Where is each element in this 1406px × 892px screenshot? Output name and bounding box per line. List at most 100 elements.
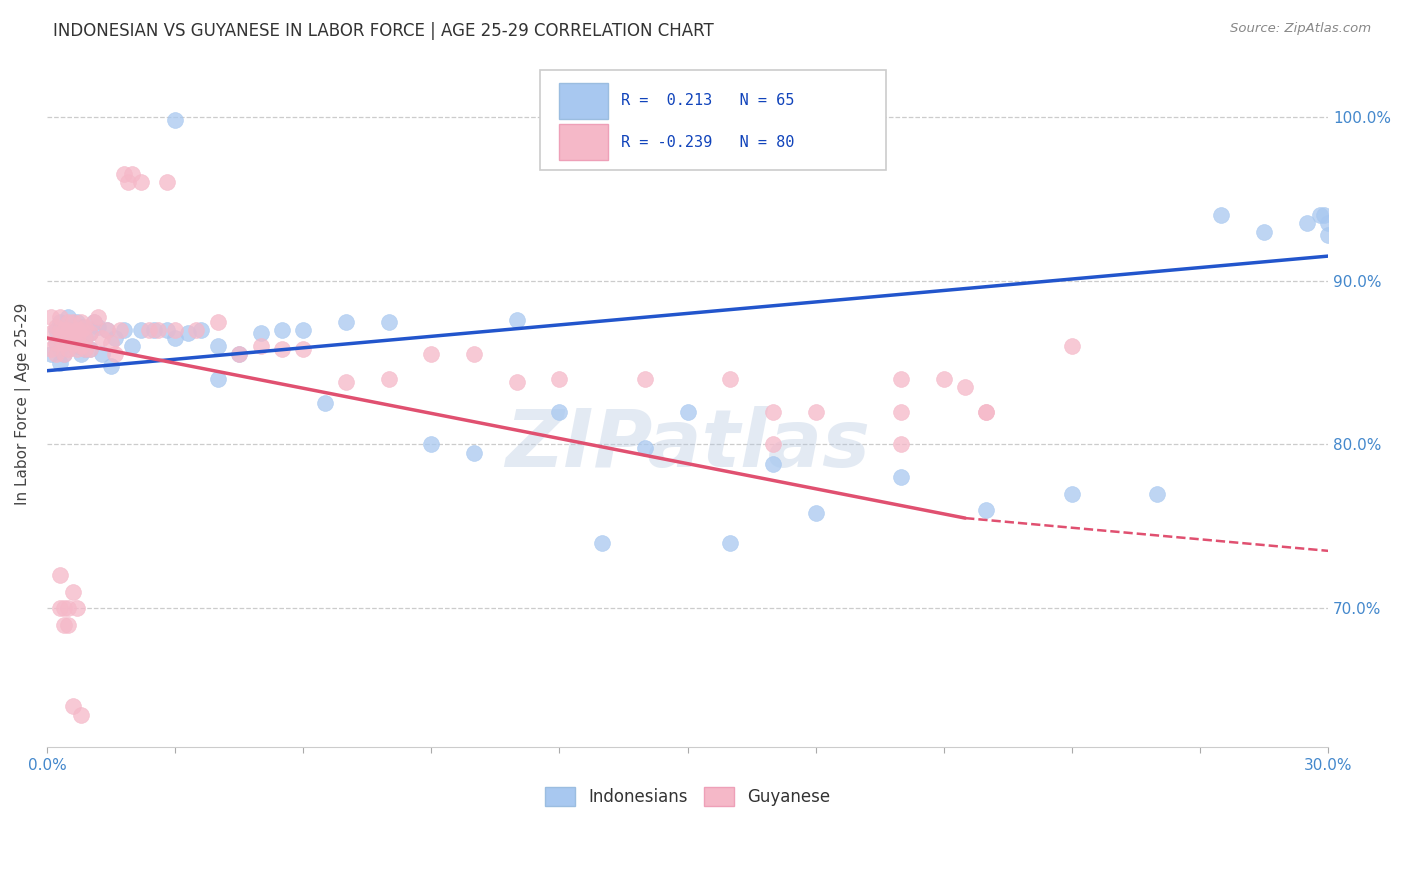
Point: [335, 375, 357, 389]
Point: [62, 315, 84, 329]
Point: [548, 404, 571, 418]
Point: [591, 535, 613, 549]
Point: [53, 335, 76, 350]
Point: [83, 315, 105, 329]
Point: [49, 343, 72, 357]
Point: [62, 326, 84, 340]
Point: [463, 347, 485, 361]
Point: [96, 323, 118, 337]
Point: [1060, 486, 1083, 500]
Point: [49, 310, 72, 324]
Point: [39, 326, 62, 340]
Point: [155, 175, 177, 189]
Point: [207, 372, 229, 386]
Point: [66, 323, 89, 337]
Point: [39, 310, 62, 324]
Point: [39, 343, 62, 357]
Point: [190, 323, 212, 337]
Point: [377, 315, 399, 329]
Point: [953, 380, 976, 394]
Point: [1313, 208, 1336, 222]
Point: [62, 335, 84, 350]
Point: [58, 331, 80, 345]
Point: [420, 347, 443, 361]
Point: [66, 315, 89, 329]
Point: [1295, 216, 1317, 230]
Point: [66, 601, 89, 615]
Point: [129, 323, 152, 337]
Point: [79, 326, 101, 340]
Point: [49, 323, 72, 337]
Point: [44, 319, 66, 334]
Point: [75, 319, 97, 334]
Point: [58, 315, 80, 329]
Point: [155, 323, 177, 337]
Text: INDONESIAN VS GUYANESE IN LABOR FORCE | AGE 25-29 CORRELATION CHART: INDONESIAN VS GUYANESE IN LABOR FORCE | …: [53, 22, 714, 40]
Point: [58, 323, 80, 337]
Point: [890, 372, 912, 386]
Point: [1309, 208, 1331, 222]
Point: [1317, 216, 1340, 230]
Point: [53, 617, 76, 632]
Point: [228, 347, 250, 361]
Point: [1317, 227, 1340, 242]
Point: [228, 347, 250, 361]
Point: [117, 175, 139, 189]
Point: [165, 323, 187, 337]
FancyBboxPatch shape: [540, 70, 886, 169]
Point: [112, 167, 135, 181]
Point: [1060, 339, 1083, 353]
Point: [506, 375, 529, 389]
Point: [58, 617, 80, 632]
Point: [186, 323, 208, 337]
Point: [91, 347, 114, 361]
Point: [104, 331, 127, 345]
Point: [207, 339, 229, 353]
Point: [292, 323, 315, 337]
Point: [53, 323, 76, 337]
Point: [976, 503, 998, 517]
Point: [53, 326, 76, 340]
Point: [634, 441, 657, 455]
Point: [142, 323, 165, 337]
Point: [100, 335, 122, 350]
Point: [292, 343, 315, 357]
Point: [548, 372, 571, 386]
Point: [66, 339, 89, 353]
Point: [79, 326, 101, 340]
Point: [270, 323, 292, 337]
Point: [270, 343, 292, 357]
Point: [890, 437, 912, 451]
Point: [44, 335, 66, 350]
Point: [79, 343, 101, 357]
Text: ZIPatlas: ZIPatlas: [505, 406, 870, 483]
Point: [121, 339, 143, 353]
Text: Source: ZipAtlas.com: Source: ZipAtlas.com: [1230, 22, 1371, 36]
Point: [70, 347, 93, 361]
Point: [70, 323, 93, 337]
Point: [506, 313, 529, 327]
Point: [165, 113, 187, 128]
Point: [207, 315, 229, 329]
Point: [249, 339, 271, 353]
Point: [49, 601, 72, 615]
Point: [100, 359, 122, 373]
Point: [890, 470, 912, 484]
Point: [39, 347, 62, 361]
Point: [62, 335, 84, 350]
Point: [1211, 208, 1233, 222]
Point: [420, 437, 443, 451]
Point: [66, 343, 89, 357]
Point: [104, 347, 127, 361]
Y-axis label: In Labor Force | Age 25-29: In Labor Force | Age 25-29: [15, 302, 31, 505]
Point: [49, 315, 72, 329]
Point: [108, 323, 131, 337]
Point: [62, 323, 84, 337]
Point: [335, 315, 357, 329]
Point: [96, 323, 118, 337]
Point: [138, 323, 160, 337]
Point: [49, 568, 72, 582]
Point: [804, 404, 827, 418]
Point: [762, 404, 785, 418]
Point: [121, 167, 143, 181]
